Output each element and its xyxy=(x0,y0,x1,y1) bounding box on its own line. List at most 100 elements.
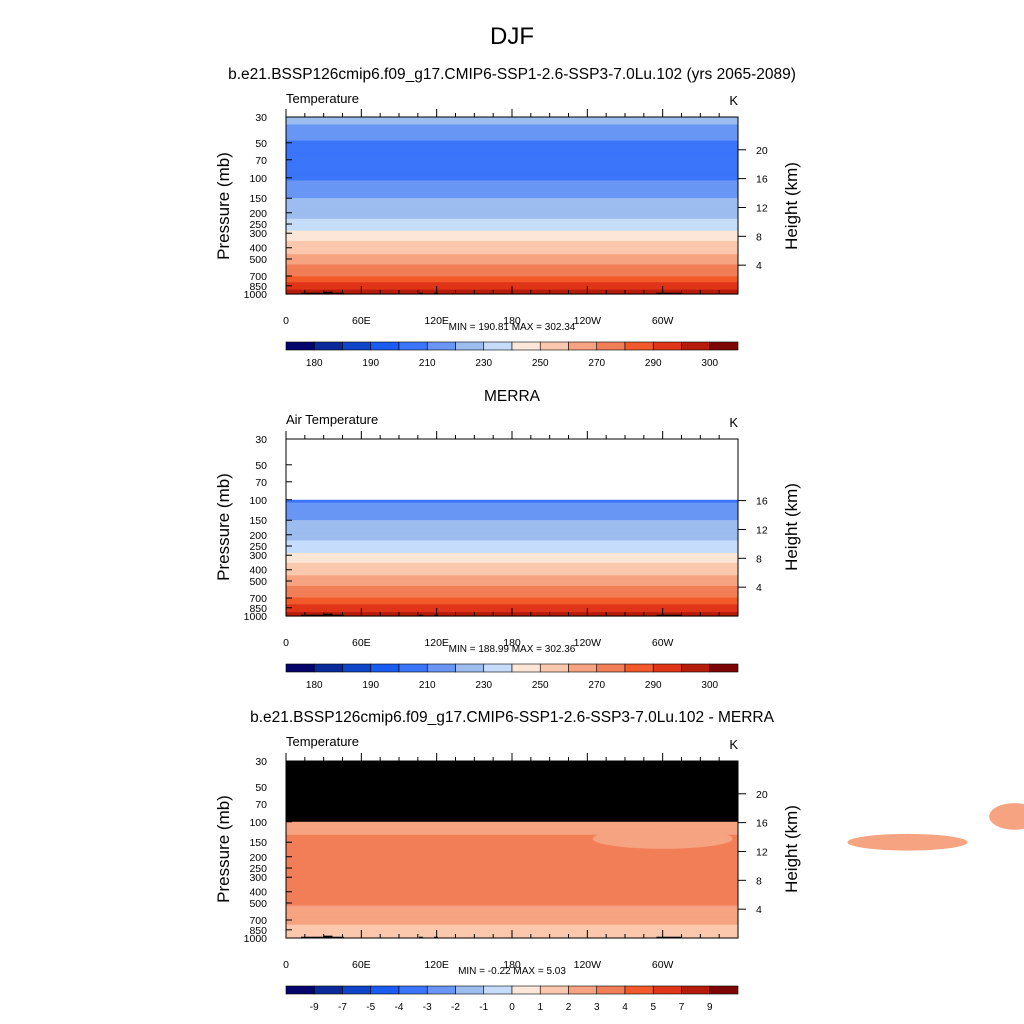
y-axis-title-right: Height (km) xyxy=(782,483,801,571)
colorbar-box xyxy=(370,985,400,995)
y-tick-label: 50 xyxy=(255,138,267,150)
contour-band xyxy=(286,840,738,843)
x-axis: 0 60E 120E 180 120W 60W xyxy=(283,431,720,649)
y-tick-label: 70 xyxy=(255,477,267,489)
contour-band xyxy=(286,220,738,223)
contour-band xyxy=(286,573,738,575)
contour-band xyxy=(286,921,738,924)
contour-band xyxy=(286,890,738,893)
y-axis-right: 16 12 8 4 xyxy=(738,496,768,594)
contour-band xyxy=(286,553,738,555)
contour-band xyxy=(286,565,738,568)
contour-band xyxy=(286,257,738,260)
colorbar-box xyxy=(624,341,654,351)
contour-band xyxy=(286,585,738,588)
x-tick-label: 120E xyxy=(424,315,449,327)
contour-band xyxy=(286,881,738,885)
topography xyxy=(656,936,682,938)
x-tick-label: 60W xyxy=(652,315,674,327)
contour-band xyxy=(286,548,738,550)
contour-band xyxy=(286,142,738,145)
contour-band xyxy=(286,867,738,870)
contour-band xyxy=(286,118,738,121)
contour-band xyxy=(286,261,738,264)
colorbar-label: 190 xyxy=(362,680,379,691)
contour-band xyxy=(286,503,738,506)
contour-band xyxy=(286,121,738,124)
contour-band xyxy=(286,149,738,152)
contour-band xyxy=(286,559,738,562)
contour-band xyxy=(286,519,738,521)
y-right-tick-label: 4 xyxy=(756,260,762,272)
contour-band xyxy=(286,218,738,221)
y-tick-label: 700 xyxy=(249,593,267,605)
contour-band xyxy=(286,214,738,217)
topography xyxy=(434,292,438,294)
x-tick-label: 0 xyxy=(283,637,289,649)
contour-band xyxy=(286,920,738,923)
contour-band xyxy=(286,870,738,873)
y-tick-label: 850 xyxy=(249,925,267,937)
contour-band xyxy=(286,582,738,584)
colorbar-label: -3 xyxy=(423,1002,432,1013)
contour-band xyxy=(286,162,738,165)
contour-band xyxy=(286,180,738,183)
colorbar-box xyxy=(624,985,654,995)
contour-band xyxy=(286,850,738,854)
colorbar-box xyxy=(539,663,569,673)
topography xyxy=(656,292,682,294)
contour-band xyxy=(989,803,1024,830)
y-tick-label: 100 xyxy=(249,495,267,507)
contour-band xyxy=(286,170,738,173)
colorbar-label: 300 xyxy=(701,680,718,691)
contour-band xyxy=(286,580,738,582)
colorbar-label: 290 xyxy=(645,358,662,369)
contour-band xyxy=(286,526,738,529)
contour-band xyxy=(286,181,738,184)
contour-band xyxy=(286,168,738,171)
colorbar-box xyxy=(426,663,456,673)
contour-band xyxy=(286,577,738,579)
colorbar-box xyxy=(342,663,372,673)
contour-band xyxy=(286,212,738,215)
contour-band xyxy=(286,518,738,520)
colorbar-box xyxy=(313,663,343,673)
masked-region xyxy=(286,761,738,822)
colorbar-label: 250 xyxy=(532,358,549,369)
plot-area xyxy=(285,438,739,617)
contour-band xyxy=(286,534,738,537)
colorbar-box xyxy=(596,663,626,673)
contour-band xyxy=(286,843,738,846)
contour-band xyxy=(286,237,738,241)
contour-band xyxy=(286,195,738,198)
contour-band xyxy=(286,270,738,273)
contour-band xyxy=(286,523,738,525)
contour-band xyxy=(286,899,738,902)
field-label: Temperature xyxy=(286,734,359,749)
contour-band xyxy=(286,555,738,558)
topography xyxy=(332,292,344,294)
x-tick-label: 120W xyxy=(574,315,602,327)
contour-band xyxy=(286,908,738,911)
y-tick-label: 500 xyxy=(249,254,267,266)
contour-band xyxy=(286,506,738,509)
colorbar-box xyxy=(681,985,711,995)
contour-band xyxy=(286,500,738,503)
contour-band xyxy=(286,274,738,277)
colorbar-box xyxy=(398,663,428,673)
contour-band xyxy=(286,583,738,585)
topography xyxy=(323,291,333,294)
colorbar-box xyxy=(568,985,598,995)
contour-band xyxy=(286,125,738,128)
contour-band xyxy=(286,585,738,587)
units-label: K xyxy=(729,415,738,430)
colorbar-label: 190 xyxy=(362,358,379,369)
contour-band xyxy=(286,251,738,254)
y-tick-label: 500 xyxy=(249,576,267,588)
contour-band xyxy=(286,196,738,199)
contour-band xyxy=(286,588,738,591)
y-tick-label: 30 xyxy=(255,756,267,768)
contour-band xyxy=(286,822,738,826)
x-tick-label: 180 xyxy=(503,315,521,327)
colorbar-label: -2 xyxy=(451,1002,460,1013)
